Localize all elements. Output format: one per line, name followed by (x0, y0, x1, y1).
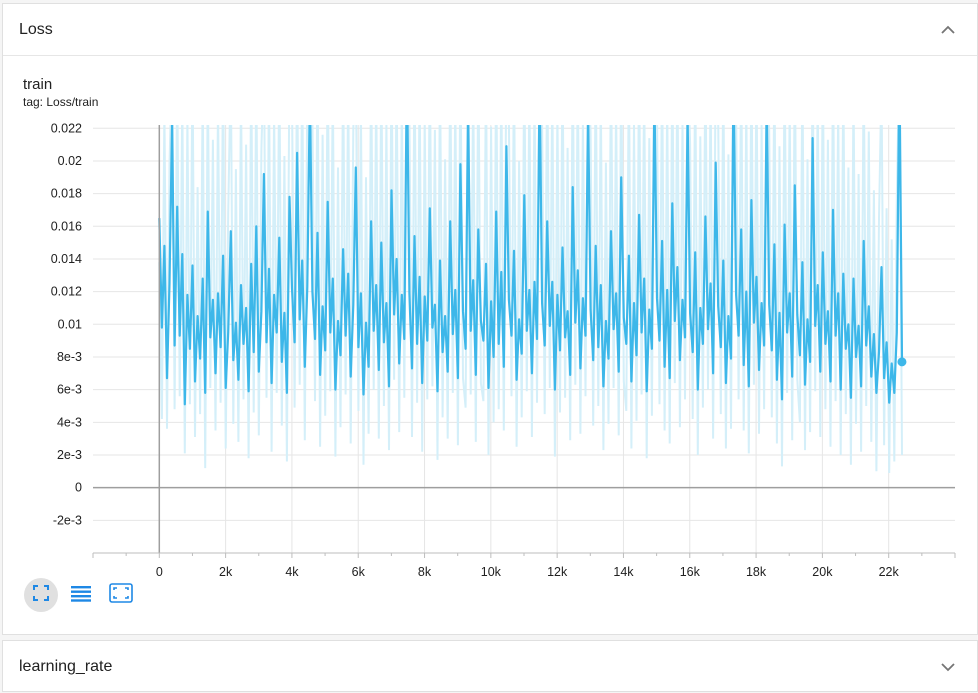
fit-domain-button[interactable] (24, 578, 58, 612)
x-tick-label: 10k (481, 565, 502, 579)
x-tick-label: 2k (219, 565, 233, 579)
x-tick-label: 20k (812, 565, 833, 579)
learning-rate-card-title: learning_rate (19, 658, 113, 675)
smoothed-series (158, 125, 907, 406)
chart-toolbar (24, 578, 138, 612)
chart-tag: tag: Loss/train (23, 95, 99, 109)
chart-title: train (23, 76, 53, 93)
toggle-log-scale-icon (70, 584, 92, 607)
y-tick-label: 0.022 (51, 121, 82, 135)
series-end-marker (897, 357, 907, 367)
chevron-up-icon[interactable] (937, 19, 959, 41)
toggle-log-scale-button[interactable] (64, 578, 98, 612)
loss-card-title: Loss (19, 20, 53, 38)
raw-loss-line (158, 125, 903, 474)
y-tick-label: 0.018 (51, 187, 82, 201)
x-tick-label: 14k (613, 565, 634, 579)
y-tick-label: 0 (75, 481, 82, 495)
fit-to-data-button[interactable] (104, 578, 138, 612)
y-tick-label: 8e-3 (57, 350, 82, 364)
y-tick-label: 0.01 (58, 317, 82, 331)
x-tick-label: 12k (547, 565, 568, 579)
y-tick-label: 0.02 (58, 154, 82, 168)
y-tick-label: 0.012 (51, 285, 82, 299)
x-tick-label: 8k (418, 565, 432, 579)
x-tick-label: 0 (156, 565, 163, 579)
axes (92, 125, 956, 558)
raw-series (158, 125, 903, 474)
x-tick-label: 18k (746, 565, 767, 579)
y-tick-label: 6e-3 (57, 383, 82, 397)
y-tick-label: 4e-3 (57, 415, 82, 429)
x-tick-label: 22k (879, 565, 900, 579)
loss-card-header[interactable]: Loss (3, 4, 977, 56)
loss-train-chart: -2e-3 0 2e-3 4e-3 6e-3 8e-3 0.01 0.012 0.014 0.01… (51, 121, 956, 579)
chevron-down-icon[interactable] (937, 656, 959, 678)
x-tick-label: 6k (352, 565, 366, 579)
fit-domain-icon (32, 584, 50, 607)
x-tick-label: 4k (285, 565, 299, 579)
tick-labels: -2e-3 0 2e-3 4e-3 6e-3 8e-3 0.01 0.012 0.014 0.01… (51, 121, 900, 579)
learning-rate-card: learning_rate (2, 640, 978, 692)
y-tick-label: -2e-3 (53, 513, 82, 527)
x-tick-label: 16k (680, 565, 701, 579)
y-tick-label: 2e-3 (57, 448, 82, 462)
smoothed-loss-line (158, 125, 904, 406)
y-tick-label: 0.014 (51, 252, 82, 266)
y-tick-label: 0.016 (51, 219, 82, 233)
fit-to-data-icon (109, 582, 133, 608)
learning-rate-card-header[interactable]: learning_rate (3, 641, 977, 693)
